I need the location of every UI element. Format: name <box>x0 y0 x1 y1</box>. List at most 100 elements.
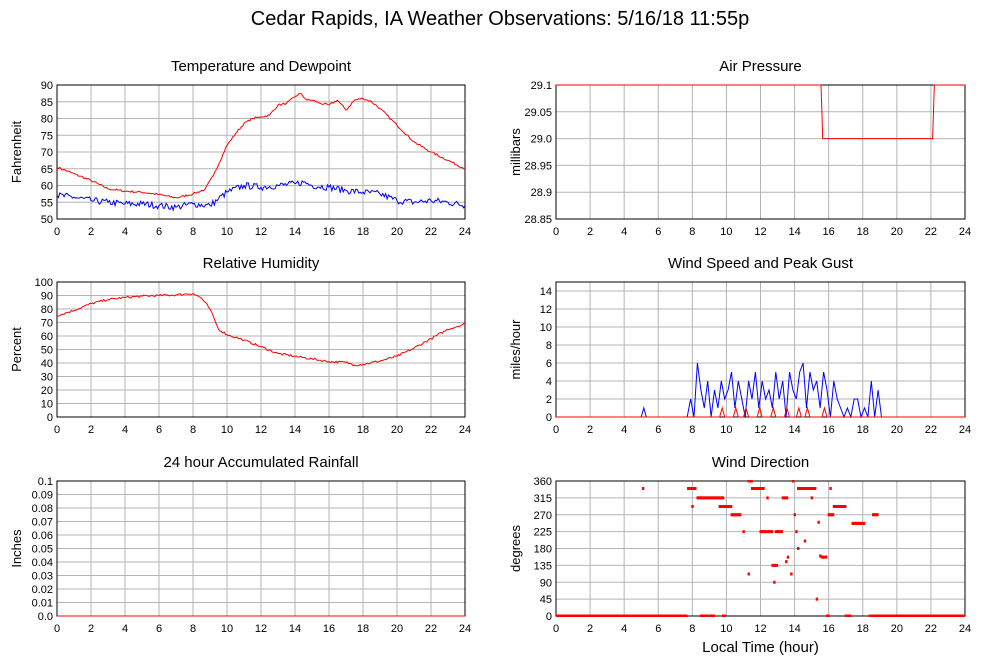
data-point <box>770 530 774 534</box>
x-tick-label: 0 <box>553 226 559 238</box>
y-tick-label: 8 <box>546 340 552 352</box>
y-axis-label: millibars <box>508 128 523 176</box>
data-point <box>842 505 846 508</box>
y-tick-label: 0.08 <box>32 503 53 515</box>
y-tick-label: 29.05 <box>524 107 552 119</box>
data-point <box>888 614 891 617</box>
data-point <box>796 547 800 550</box>
data-point <box>721 505 724 508</box>
data-point <box>691 505 694 508</box>
data-point <box>675 614 678 617</box>
data-point <box>776 530 779 534</box>
data-point <box>615 614 619 617</box>
data-point <box>628 614 631 617</box>
data-point <box>750 487 754 490</box>
data-point <box>752 487 755 490</box>
data-point <box>560 614 564 617</box>
data-point <box>929 614 932 617</box>
series-group <box>57 292 465 367</box>
data-point <box>908 614 911 617</box>
x-tick-label: 20 <box>391 424 403 436</box>
data-point <box>860 521 863 525</box>
x-tick-label: 10 <box>221 623 233 635</box>
data-point <box>774 530 778 534</box>
data-point <box>926 614 929 617</box>
data-point <box>638 614 641 617</box>
x-tick-label: 20 <box>891 226 903 238</box>
data-point <box>795 530 798 534</box>
data-point <box>641 614 644 617</box>
x-tick-label: 0 <box>553 623 559 635</box>
data-point <box>898 614 901 617</box>
data-point <box>559 614 562 617</box>
x-tick-label: 2 <box>88 623 94 635</box>
x-tick-label: 12 <box>255 424 267 436</box>
y-tick-label: 45 <box>540 594 552 606</box>
data-point <box>812 487 815 490</box>
y-tick-label: 10 <box>540 322 552 334</box>
data-point <box>927 614 931 617</box>
data-point <box>702 496 705 500</box>
data-point <box>884 614 887 617</box>
data-point <box>703 496 706 500</box>
data-point <box>618 614 622 617</box>
data-point <box>939 614 942 617</box>
x-tick-label: 24 <box>459 623 471 635</box>
x-tick-label: 2 <box>587 226 593 238</box>
plot-frame <box>56 84 466 220</box>
y-tick-label: 29.1 <box>531 80 552 92</box>
data-point <box>658 614 661 617</box>
data-point <box>804 487 807 490</box>
x-tick-label: 14 <box>788 226 800 238</box>
x-tick-label: 8 <box>190 424 196 436</box>
data-point <box>748 480 752 483</box>
data-point <box>705 614 708 617</box>
y-tick-label: 0.0 <box>38 611 53 623</box>
data-point <box>949 614 952 617</box>
data-point <box>723 614 726 617</box>
data-point <box>712 496 715 500</box>
data-point <box>714 496 718 500</box>
data-point <box>716 496 719 500</box>
data-point <box>767 530 771 534</box>
x-tick-label: 0 <box>54 226 60 238</box>
x-tick-label: 0 <box>54 424 60 436</box>
data-point <box>639 614 643 617</box>
data-point <box>854 521 857 525</box>
data-point <box>707 496 711 500</box>
data-point <box>608 614 612 617</box>
data-point <box>727 505 730 508</box>
data-point <box>905 614 908 617</box>
data-point <box>841 505 844 508</box>
data-point <box>892 614 896 617</box>
data-point <box>786 555 790 559</box>
data-point <box>785 560 788 564</box>
y-tick-label: 0.06 <box>32 530 53 542</box>
x-tick-label: 22 <box>925 226 937 238</box>
data-point <box>588 614 592 617</box>
data-point <box>631 614 634 617</box>
data-point <box>652 614 655 617</box>
x-tick-label: 20 <box>391 623 403 635</box>
data-point <box>871 614 874 617</box>
x-tick-label: 22 <box>425 424 437 436</box>
data-point <box>710 496 713 500</box>
y-tick-label: 65 <box>41 164 53 176</box>
data-point <box>713 496 716 500</box>
data-point <box>909 614 912 617</box>
x-tick-label: 4 <box>621 226 627 238</box>
y-tick-label: 100 <box>35 277 53 289</box>
data-point <box>718 505 721 508</box>
data-point <box>655 614 658 617</box>
x-tick-label: 16 <box>823 226 835 238</box>
x-tick-label: 0 <box>54 623 60 635</box>
data-point <box>611 614 614 617</box>
data-point <box>720 496 723 500</box>
data-point <box>624 614 627 617</box>
data-point <box>822 555 825 559</box>
data-point <box>942 614 945 617</box>
data-point <box>809 487 813 490</box>
y-tick-label: 14 <box>540 286 552 298</box>
data-point <box>961 614 965 617</box>
